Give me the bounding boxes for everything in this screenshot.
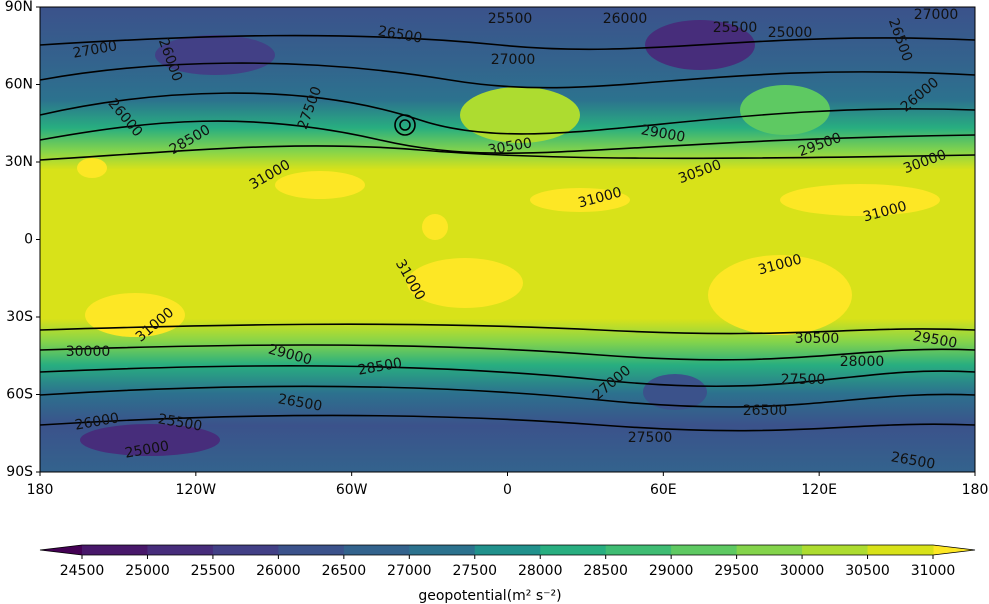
colorbar-tick-label: 26500 (322, 563, 367, 579)
high-region (422, 214, 448, 240)
colorbar-segment (736, 545, 803, 555)
high-region (460, 87, 580, 143)
contour-line (399, 119, 411, 131)
contour-label: 25000 (124, 438, 171, 461)
contour-line (39, 92, 976, 135)
contour-label: 28500 (357, 355, 404, 378)
contour-line (39, 365, 976, 388)
low-region (643, 374, 707, 410)
colorbar-tick-label: 28500 (583, 563, 628, 579)
colorbar-tick-label: 29000 (649, 563, 694, 579)
lon-tick-label: 120W (176, 482, 217, 498)
contour-line (39, 414, 976, 432)
high-region (780, 184, 940, 216)
contour-label: 26000 (603, 11, 648, 27)
lat-tick-label: 30N (5, 154, 33, 170)
colorbar-segment (147, 545, 214, 555)
colorbar-tick-label: 29500 (714, 563, 759, 579)
lat-tick-label: 60S (6, 387, 33, 403)
lon-tick-label: 60W (336, 482, 368, 498)
contour-label: 30000 (66, 344, 111, 360)
high-region (530, 188, 630, 212)
colorbar-tick-label: 25000 (125, 563, 170, 579)
colorbar-tick-label: 26000 (256, 563, 301, 579)
contour-label: 25500 (713, 20, 758, 36)
colorbar-tick-label: 30000 (780, 563, 825, 579)
colorbar-segment (802, 545, 869, 555)
contour-line (39, 62, 976, 89)
colorbar-segment (82, 545, 148, 555)
contour-label: 27000 (491, 52, 536, 68)
lat-tick-label: 60N (5, 77, 33, 93)
colorbar-under (40, 545, 82, 555)
contour-label: 27000 (72, 38, 119, 61)
lon-tick-label: 0 (503, 482, 512, 498)
colorbar-segment (409, 545, 476, 555)
lon-tick-label: 180 (962, 482, 989, 498)
colorbar-segment (278, 545, 345, 555)
colorbar-tick-label: 31000 (911, 563, 956, 579)
colorbar-tick-label: 27500 (452, 563, 497, 579)
contour-label: 25000 (768, 25, 813, 41)
contour-label: 27500 (628, 430, 673, 446)
contour-label: 26500 (377, 23, 424, 46)
map-fill (40, 7, 975, 472)
contour-label: 29000 (640, 122, 687, 145)
lat-tick-label: 30S (6, 309, 33, 325)
colorbar-tick-label: 27000 (387, 563, 432, 579)
colorbar-segment (605, 545, 672, 555)
contour-label: 25500 (488, 11, 533, 27)
contour-line (39, 344, 976, 361)
contour-line (39, 34, 976, 51)
colorbar-segment (540, 545, 607, 555)
contour-label: 29500 (912, 328, 959, 351)
map-area (39, 6, 976, 473)
lat-tick-label: 90S (6, 464, 33, 480)
contour-line (394, 114, 416, 136)
contour-line (39, 385, 976, 408)
colorbar-segment (212, 545, 279, 555)
high-region (708, 255, 852, 335)
lon-tick-label: 60E (650, 482, 677, 498)
high-region (407, 258, 523, 308)
colorbar-segment (867, 545, 934, 555)
contour-label: 26000 (74, 410, 121, 433)
colorbar-over (933, 545, 975, 555)
colorbar-tick-label: 30500 (845, 563, 890, 579)
high-region (275, 171, 365, 199)
lon-tick-label: 180 (27, 482, 54, 498)
contour-label: 26500 (890, 449, 937, 472)
lon-tick-label: 120E (801, 482, 837, 498)
colorbar-segment (671, 545, 738, 555)
lat-tick-label: 90N (5, 0, 33, 15)
colorbar-label: geopotential(m² s⁻²) (418, 588, 561, 604)
low-region (80, 424, 220, 456)
high-region (77, 158, 107, 178)
colorbar-segment (474, 545, 541, 555)
contour-label: 28000 (840, 354, 885, 370)
contour-line (39, 120, 976, 154)
contour-label: 25500 (157, 411, 204, 434)
lat-tick-label: 0 (24, 232, 33, 248)
contour-label: 27500 (781, 372, 826, 388)
contour-label: 30500 (487, 135, 534, 158)
colorbar-tick-label: 28000 (518, 563, 563, 579)
colorbar-tick-label: 24500 (60, 563, 105, 579)
contour-label: 26500 (277, 391, 324, 414)
colorbar-tick-label: 25500 (191, 563, 236, 579)
colorbar-segment (343, 545, 410, 555)
contour-line (39, 323, 976, 335)
contour-label: 26500 (743, 403, 788, 419)
high-region (740, 85, 830, 135)
contour-label: 30500 (795, 331, 840, 347)
contour-line (39, 145, 976, 161)
contour-label: 27000 (914, 7, 959, 23)
